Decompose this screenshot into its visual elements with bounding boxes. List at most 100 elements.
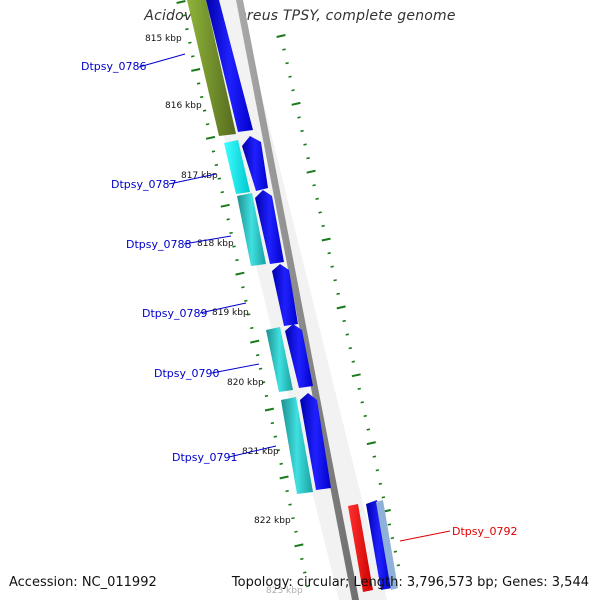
ruler-minor-tick: [390, 537, 395, 540]
ruler-minor-tick: [288, 75, 292, 78]
gene-dtpsy-0789-cds[interactable]: [272, 264, 298, 326]
ruler-major-tick: [250, 339, 260, 344]
ruler-major-tick: [276, 34, 286, 38]
ruler-minor-tick: [297, 116, 301, 119]
gene-dtpsy-0786-cds[interactable]: [206, 0, 253, 132]
leader-line-dtpsy-0790: [211, 363, 260, 374]
gene-dtpsy-0792-cds-b[interactable]: [376, 500, 398, 590]
gene-dtpsy-0791-cds[interactable]: [300, 393, 331, 490]
gene-labels: Dtpsy_0786 Dtpsy_0787 Dtpsy_0788 Dtpsy_0…: [81, 60, 518, 538]
gene-dtpsy-0790-block[interactable]: [266, 327, 293, 392]
gene-dtpsy-0787-block[interactable]: [224, 140, 250, 194]
ruler-minor-tick: [285, 489, 289, 493]
ruler-minor-tick: [247, 313, 251, 316]
ruler-minor-tick: [381, 496, 386, 499]
gene-dtpsy-0792-block[interactable]: [348, 504, 373, 592]
gene-label-dtpsy-0787[interactable]: Dtpsy_0787: [111, 178, 177, 191]
ruler-minor-tick: [199, 95, 204, 99]
ruler-minor-tick: [291, 89, 295, 92]
gene-label-dtpsy-0786[interactable]: Dtpsy_0786: [81, 60, 147, 73]
ruler-minor-tick: [393, 550, 398, 553]
ruler-minor-tick: [279, 462, 283, 465]
ruler-major-tick: [366, 441, 376, 446]
leader-line-dtpsy-0792: [399, 530, 451, 542]
ruler-minor-tick: [255, 354, 260, 357]
ruler-minor-tick: [378, 482, 383, 485]
ruler-major-tick: [176, 0, 186, 4]
ruler-minor-tick: [342, 319, 346, 323]
leader-line-dtpsy-0788: [183, 235, 232, 245]
ruler-minor-tick: [396, 564, 401, 567]
leader-line-dtpsy-0789: [199, 302, 247, 314]
ruler-minor-tick: [191, 55, 195, 58]
leader-line-dtpsy-0791: [228, 445, 277, 458]
gene-dtpsy-0791-block[interactable]: [281, 397, 313, 494]
ruler-minor-tick: [333, 279, 337, 282]
ruler-minor-tick: [235, 259, 239, 262]
ruler-minor-tick: [226, 218, 230, 221]
ruler-minor-tick: [232, 245, 236, 248]
gene-label-dtpsy-0790[interactable]: Dtpsy_0790: [154, 367, 220, 380]
gene-features: [187, 0, 398, 592]
ruler-minor-tick: [270, 422, 275, 425]
leader-line-dtpsy-0786: [138, 53, 186, 68]
kbp-label: 816 kbp: [165, 101, 202, 111]
ruler-minor-tick: [244, 299, 248, 302]
ruler-minor-tick: [220, 191, 224, 194]
ruler-major-tick: [291, 101, 301, 106]
genome-backbone: [236, 0, 359, 600]
kbp-label: 818 kbp: [197, 239, 234, 249]
gene-dtpsy-0786-block[interactable]: [187, 0, 236, 136]
gene-label-dtpsy-0792[interactable]: Dtpsy_0792: [452, 525, 518, 538]
kbp-label: 820 kbp: [227, 378, 264, 388]
kbp-label: 822 kbp: [254, 516, 291, 526]
ruler-minor-tick: [291, 517, 295, 520]
ruler-minor-tick: [315, 197, 319, 200]
ruler-minor-tick: [185, 28, 189, 31]
ruler-minor-tick: [273, 435, 278, 438]
ruler-minor-tick: [306, 157, 310, 160]
gene-dtpsy-0787-cds[interactable]: [242, 136, 268, 191]
ruler-minor-tick: [285, 62, 289, 65]
kbp-label: 819 kbp: [212, 308, 249, 318]
ruler-minor-tick: [202, 109, 207, 112]
ruler-minor-tick: [258, 367, 263, 370]
ruler-minor-tick: [345, 333, 349, 336]
ruler-minor-tick: [182, 14, 186, 17]
ruler-major-tick: [235, 271, 245, 276]
ruler-minor-tick: [363, 414, 367, 418]
ruler-major-tick: [306, 169, 316, 174]
ruler-minor-tick: [372, 455, 377, 458]
gene-dtpsy-0788-cds[interactable]: [255, 190, 284, 264]
ruler-minor-tick: [318, 211, 322, 214]
ruler-minor-tick: [188, 41, 192, 44]
gene-label-dtpsy-0789[interactable]: Dtpsy_0789: [142, 307, 208, 320]
ruler-major-tick: [294, 543, 304, 548]
ruler-major-tick: [279, 475, 289, 480]
gene-leader-lines: [138, 53, 451, 542]
ruler-minor-tick: [387, 523, 392, 526]
gene-dtpsy-0792-cds-a[interactable]: [366, 500, 392, 590]
gene-label-dtpsy-0788[interactable]: Dtpsy_0788: [126, 238, 192, 251]
gene-label-dtpsy-0791[interactable]: Dtpsy_0791: [172, 451, 238, 464]
ruler-minor-tick: [211, 150, 216, 153]
ruler-minor-tick: [217, 177, 222, 180]
gene-dtpsy-0788-block[interactable]: [237, 193, 266, 266]
genome-summary-text: Topology: circular; Length: 3,796,573 bp…: [231, 575, 589, 590]
inner-tick-ruler: [276, 34, 401, 567]
ruler-minor-tick: [327, 252, 331, 255]
ruler-minor-tick: [300, 557, 304, 561]
ruler-minor-tick: [351, 360, 355, 363]
leader-line-dtpsy-0787: [168, 173, 217, 185]
ruler-minor-tick: [360, 401, 364, 404]
kbp-label: 815 kbp: [145, 34, 182, 44]
gene-dtpsy-0790-cds[interactable]: [285, 324, 313, 388]
ruler-minor-tick: [205, 123, 210, 126]
ruler-minor-tick: [241, 286, 245, 289]
kbp-tick-labels: 815 kbp 816 kbp 817 kbp 818 kbp 819 kbp …: [145, 34, 303, 596]
ruler-minor-tick: [214, 163, 219, 167]
ruler-major-tick: [205, 135, 216, 140]
ruler-major-tick: [191, 68, 201, 72]
